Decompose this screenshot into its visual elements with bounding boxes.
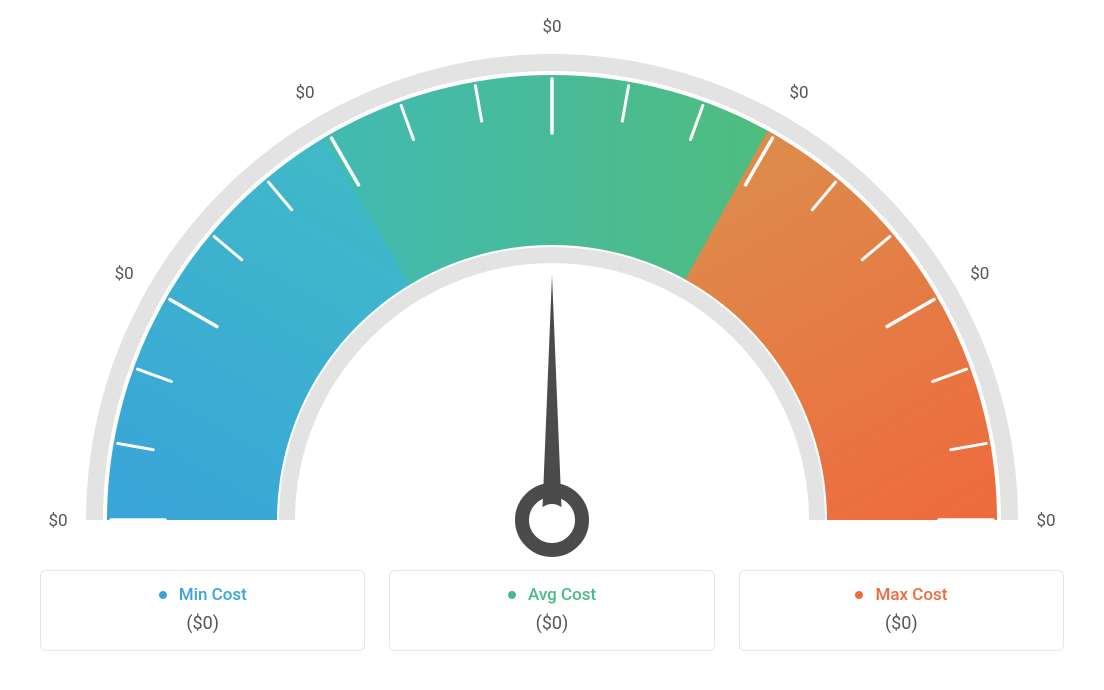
svg-text:$0: $0 bbox=[789, 83, 808, 103]
svg-text:$0: $0 bbox=[1036, 511, 1055, 531]
legend-avg-dot-icon bbox=[508, 591, 516, 599]
gauge-chart: $0 $0 $0 $0 $0 $0 $0 bbox=[0, 0, 1104, 560]
legend-min: Min Cost ($0) bbox=[40, 570, 365, 651]
legend-max-value: ($0) bbox=[760, 613, 1043, 634]
svg-text:$0: $0 bbox=[542, 17, 561, 37]
gauge-svg: $0 $0 $0 $0 $0 $0 $0 bbox=[0, 0, 1104, 560]
svg-text:$0: $0 bbox=[970, 264, 989, 284]
legend-max: Max Cost ($0) bbox=[739, 570, 1064, 651]
legend-min-label-text: Min Cost bbox=[179, 585, 247, 605]
svg-text:$0: $0 bbox=[115, 264, 134, 284]
legend-min-label: Min Cost bbox=[61, 585, 344, 605]
legend-max-dot-icon bbox=[855, 591, 863, 599]
legend-min-value: ($0) bbox=[61, 613, 344, 634]
legend-avg-value: ($0) bbox=[410, 613, 693, 634]
svg-text:$0: $0 bbox=[295, 83, 314, 103]
legend-max-label-text: Max Cost bbox=[875, 585, 947, 605]
legend-avg: Avg Cost ($0) bbox=[389, 570, 714, 651]
legend-avg-label: Avg Cost bbox=[410, 585, 693, 605]
legend-min-dot-icon bbox=[159, 591, 167, 599]
legend-row: Min Cost ($0) Avg Cost ($0) Max Cost ($0… bbox=[0, 570, 1104, 651]
legend-avg-label-text: Avg Cost bbox=[528, 585, 596, 605]
legend-max-label: Max Cost bbox=[760, 585, 1043, 605]
svg-text:$0: $0 bbox=[48, 511, 67, 531]
